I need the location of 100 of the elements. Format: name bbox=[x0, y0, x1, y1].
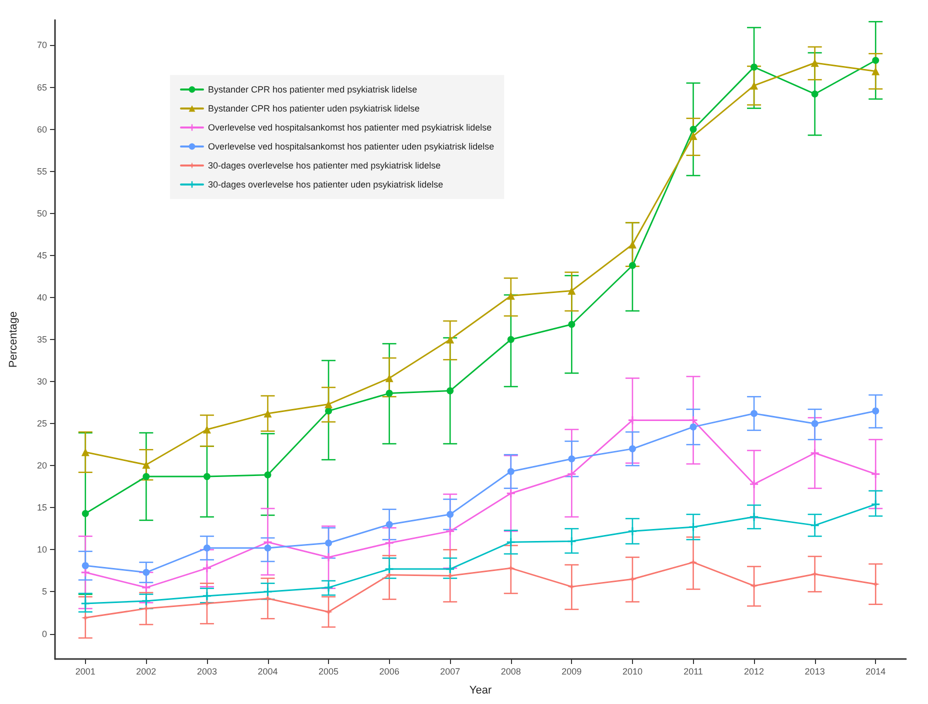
point bbox=[750, 512, 758, 521]
x-tick-label: 2013 bbox=[804, 666, 825, 676]
x-tick-label: 2012 bbox=[744, 666, 764, 676]
point bbox=[568, 470, 576, 478]
point bbox=[203, 473, 210, 480]
x-tick-label: 2011 bbox=[684, 666, 703, 676]
point bbox=[628, 262, 636, 270]
point bbox=[750, 64, 758, 71]
point bbox=[810, 521, 819, 530]
point bbox=[689, 416, 698, 424]
y-axis-title: Percentage bbox=[8, 311, 20, 368]
point bbox=[264, 588, 272, 596]
x-tick-label: 2008 bbox=[500, 666, 521, 676]
y-tick-label: 30 bbox=[36, 376, 47, 387]
point bbox=[81, 448, 90, 456]
point bbox=[385, 538, 394, 547]
x-tick-label: 2010 bbox=[622, 666, 642, 676]
legend-label: Overlevelse ved hospitalsankomst hos patienter med psykiatrisk lidelse bbox=[208, 122, 492, 132]
point bbox=[872, 407, 880, 414]
point bbox=[386, 520, 393, 528]
point bbox=[628, 416, 636, 424]
y-tick-label: 65 bbox=[36, 82, 47, 92]
point bbox=[324, 400, 333, 408]
point bbox=[750, 410, 758, 417]
point bbox=[750, 82, 758, 90]
y-tick-label: 35 bbox=[36, 334, 47, 344]
point bbox=[446, 510, 454, 518]
point bbox=[811, 90, 818, 98]
point bbox=[689, 522, 698, 531]
y-tick-label: 5 bbox=[42, 586, 47, 597]
y-tick-label: 10 bbox=[36, 544, 47, 555]
point bbox=[872, 470, 880, 478]
point bbox=[385, 374, 394, 382]
y-tick-label: 55 bbox=[36, 166, 47, 176]
point bbox=[506, 489, 515, 498]
point bbox=[142, 596, 150, 605]
point bbox=[507, 468, 514, 475]
point bbox=[628, 527, 636, 536]
point bbox=[810, 58, 819, 67]
point bbox=[386, 390, 393, 397]
point bbox=[446, 387, 454, 394]
point bbox=[264, 544, 272, 552]
point bbox=[507, 336, 514, 343]
point bbox=[872, 67, 880, 76]
point bbox=[689, 132, 698, 140]
point bbox=[82, 562, 89, 570]
x-tick-label: 2006 bbox=[379, 666, 400, 676]
x-tick-label: 2005 bbox=[318, 666, 339, 676]
x-tick-label: 2001 bbox=[75, 666, 96, 676]
point bbox=[324, 553, 333, 562]
point bbox=[264, 409, 272, 418]
point bbox=[82, 510, 89, 518]
point bbox=[446, 565, 454, 574]
x-tick-label: 2014 bbox=[866, 666, 886, 676]
point bbox=[568, 320, 576, 328]
point bbox=[81, 568, 90, 576]
point bbox=[872, 500, 880, 508]
point bbox=[690, 126, 697, 133]
x-tick-label: 2004 bbox=[258, 666, 278, 676]
point bbox=[506, 292, 515, 300]
y-tick-label: 25 bbox=[36, 418, 47, 429]
legend-label: 30-dages overlevelse hos patienter med psykiatrisk lidelse bbox=[208, 160, 441, 170]
legend-label: Bystander CPR hos patienter med psykiatrisk lidelse bbox=[208, 84, 418, 94]
point bbox=[324, 584, 333, 592]
point bbox=[142, 568, 150, 576]
point bbox=[142, 584, 150, 592]
point bbox=[568, 537, 576, 546]
point bbox=[568, 286, 576, 295]
y-tick-label: 40 bbox=[36, 292, 47, 302]
y-tick-label: 60 bbox=[36, 124, 47, 134]
point bbox=[568, 455, 576, 462]
point bbox=[810, 449, 819, 458]
point bbox=[142, 460, 150, 469]
point bbox=[446, 336, 454, 344]
point bbox=[690, 423, 697, 430]
legend-label: Bystander CPR hos patienter uden psykiatrisk lidelse bbox=[208, 104, 420, 114]
point bbox=[325, 539, 332, 546]
point bbox=[628, 445, 636, 452]
point bbox=[872, 56, 880, 64]
point bbox=[81, 600, 90, 608]
x-tick-label: 2002 bbox=[136, 666, 156, 676]
y-tick-label: 0 bbox=[42, 628, 47, 639]
x-axis-title: Year bbox=[469, 684, 492, 696]
x-tick-label: 2003 bbox=[196, 666, 217, 676]
y-tick-label: 50 bbox=[36, 208, 47, 218]
point bbox=[506, 538, 515, 546]
point bbox=[325, 407, 332, 414]
point bbox=[203, 544, 210, 552]
x-tick-label: 2007 bbox=[440, 666, 460, 676]
point bbox=[446, 527, 454, 536]
legend-label: Overlevelse ved hospitalsankomst hos patienter uden psykiatrisk lidelse bbox=[208, 142, 494, 152]
point bbox=[202, 592, 211, 600]
point bbox=[750, 480, 758, 488]
y-tick-label: 15 bbox=[36, 502, 47, 513]
point bbox=[385, 565, 394, 574]
point bbox=[202, 564, 211, 572]
point bbox=[264, 471, 272, 478]
point bbox=[811, 420, 818, 428]
y-tick-label: 70 bbox=[36, 40, 47, 50]
point bbox=[142, 473, 150, 480]
